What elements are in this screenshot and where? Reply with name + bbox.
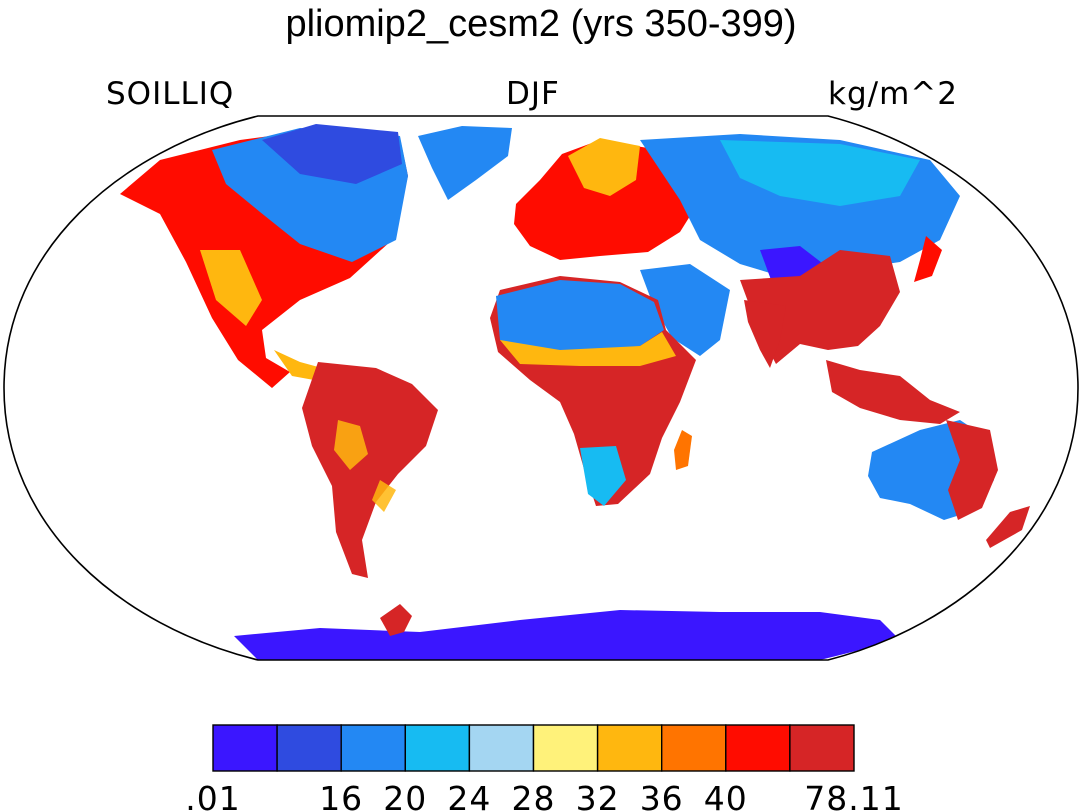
- colorbar-swatch: [596, 724, 663, 772]
- globe-outline: [3, 115, 1079, 661]
- colorbar-swatch: [276, 724, 342, 772]
- europe-region: [514, 140, 700, 260]
- season-label: DJF: [506, 76, 560, 112]
- colorbar-label: 20: [383, 779, 427, 812]
- colorbar-label: 36: [640, 779, 684, 812]
- scandinavia-region: [568, 138, 640, 196]
- central-america-region: [274, 350, 322, 380]
- japan-region: [914, 236, 942, 282]
- map-title: pliomip2_cesm2 (yrs 350-399): [285, 3, 797, 45]
- variable-label: SOILLIQ: [106, 76, 235, 112]
- new-zealand-region: [986, 506, 1030, 548]
- colorbar-swatch: [789, 724, 855, 772]
- arctic-canada-region: [262, 124, 402, 184]
- south-america-patches: [334, 420, 396, 512]
- indonesia-region: [826, 360, 960, 424]
- siberia-region: [720, 140, 920, 206]
- colorbar-label: 24: [447, 779, 491, 812]
- colorbar-label: 78.11: [804, 779, 903, 812]
- antarctica-peninsula-region: [380, 604, 412, 636]
- colorbar: .01 16 20 24 28 32 36 40 78.11: [185, 724, 903, 812]
- colorbar-swatch: [340, 724, 407, 772]
- sahara-region: [496, 280, 664, 352]
- east-australia-region: [946, 420, 998, 520]
- madagascar-region: [674, 430, 692, 470]
- colorbar-swatch: [212, 724, 278, 772]
- colorbar-swatch: [725, 724, 791, 772]
- greenland-region: [418, 126, 512, 200]
- antarctica-region: [234, 610, 900, 660]
- sahel-region: [500, 332, 676, 366]
- colorbar-swatch: [468, 724, 535, 772]
- middle-east-region: [640, 264, 730, 356]
- land-fields: [120, 124, 1030, 660]
- colorbar-label: 32: [576, 779, 620, 812]
- colorbar-swatch: [532, 724, 599, 772]
- colorbar-label: .01: [185, 779, 240, 812]
- colorbar-label: 16: [319, 779, 363, 812]
- india-region: [744, 300, 786, 368]
- colorbar-swatch: [661, 724, 727, 772]
- colorbar-label: 40: [704, 779, 748, 812]
- colorbar-swatch: [404, 724, 471, 772]
- southern-africa-region: [580, 446, 626, 506]
- colorbar-label: 28: [512, 779, 556, 812]
- units-label: kg/m^2: [828, 76, 958, 112]
- us-west-region: [200, 250, 262, 326]
- south-america-region: [302, 362, 438, 578]
